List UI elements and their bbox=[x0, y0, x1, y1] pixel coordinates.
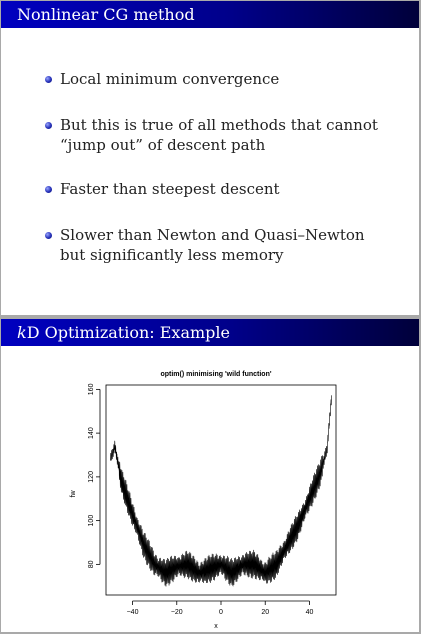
bullet-text: Faster than steepest descent bbox=[60, 180, 280, 198]
slide-title: Nonlinear CG method bbox=[17, 5, 195, 24]
slide-title: kD Optimization: Example bbox=[17, 323, 230, 343]
slide-nonlinear-cg: Nonlinear CG method Local minimum conver… bbox=[1, 1, 419, 315]
title-variable: k bbox=[17, 323, 27, 342]
slide-title-bar: Nonlinear CG method bbox=[1, 1, 419, 28]
bullet-item: Faster than steepest descent bbox=[45, 179, 385, 199]
bullet-text: Slower than Newton and Quasi–Newton but … bbox=[60, 226, 365, 264]
y-axis-label: fw bbox=[70, 490, 77, 498]
bullet-dot-icon bbox=[45, 232, 52, 239]
slide-title-bar: kD Optimization: Example bbox=[1, 319, 419, 346]
slide-kd-optimization: kD Optimization: Example optim() minimis… bbox=[1, 319, 419, 632]
chart-container: optim() minimising 'wild function' x fw … bbox=[1, 319, 419, 632]
x-tick-label: −20 bbox=[171, 609, 183, 616]
y-tick-label: 160 bbox=[88, 383, 95, 395]
chart-axes: −40 −20 0 20 40 80 100 120 140 160 bbox=[88, 383, 313, 616]
series-line bbox=[110, 395, 332, 587]
bullet-text: Local minimum convergence bbox=[60, 70, 280, 88]
y-tick-label: 140 bbox=[88, 427, 95, 439]
bullet-item: Slower than Newton and Quasi–Newton but … bbox=[45, 225, 385, 265]
bullet-dot-icon bbox=[45, 122, 52, 129]
x-axis-label: x bbox=[214, 623, 218, 630]
x-tick-label: 0 bbox=[219, 609, 223, 616]
y-tick-label: 100 bbox=[88, 515, 95, 527]
bullet-item: But this is true of all methods that can… bbox=[45, 115, 385, 155]
bullet-item: Local minimum convergence bbox=[45, 69, 385, 89]
y-tick-label: 120 bbox=[88, 471, 95, 483]
bullet-text: But this is true of all methods that can… bbox=[60, 116, 378, 154]
x-tick-label: 20 bbox=[261, 609, 269, 616]
chart-title: optim() minimising 'wild function' bbox=[160, 371, 271, 378]
bullet-dot-icon bbox=[45, 186, 52, 193]
bullet-dot-icon bbox=[45, 76, 52, 83]
title-rest: D Optimization: Example bbox=[26, 323, 230, 342]
x-tick-label: −40 bbox=[127, 609, 139, 616]
plot-frame bbox=[105, 384, 337, 596]
x-tick-label: 40 bbox=[306, 609, 314, 616]
y-tick-label: 80 bbox=[88, 560, 95, 568]
wild-function-chart: optim() minimising 'wild function' x fw … bbox=[70, 371, 337, 630]
